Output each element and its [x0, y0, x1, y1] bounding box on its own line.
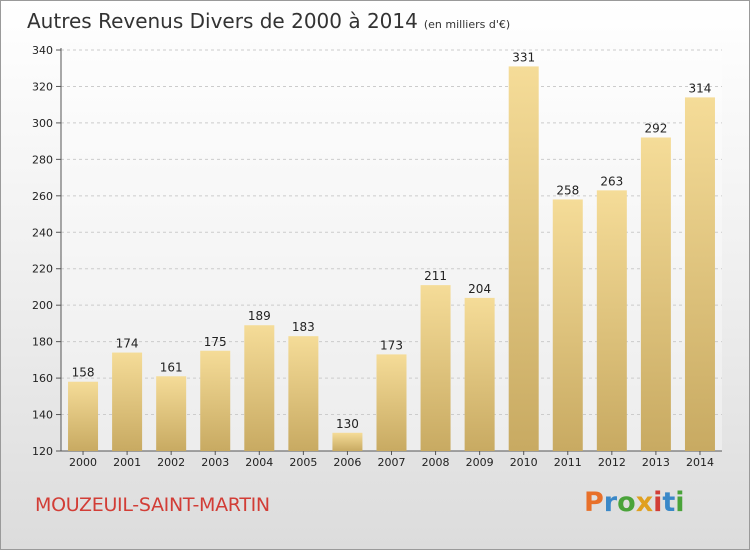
data-label: 161: [160, 360, 183, 374]
logo-letter: o: [617, 487, 636, 518]
y-tick-label: 240: [32, 226, 53, 239]
x-tick-label: 2002: [157, 456, 185, 469]
data-label: 130: [336, 417, 359, 431]
place-name: MOUZEUIL-SAINT-MARTIN: [35, 494, 270, 516]
bar: [640, 137, 671, 451]
bar: [244, 325, 275, 451]
y-tick-label: 220: [32, 263, 53, 276]
x-tick-label: 2010: [510, 456, 538, 469]
chart-title: Autres Revenus Divers de 2000 à 2014: [27, 9, 418, 33]
y-tick-label: 200: [32, 299, 53, 312]
x-tick-label: 2013: [642, 456, 670, 469]
bar: [684, 97, 715, 452]
logo-letter: i: [675, 487, 685, 518]
bar: [596, 190, 627, 451]
bar: [376, 354, 407, 451]
brand-logo: Proxiti: [584, 487, 685, 518]
y-tick-label: 320: [32, 80, 53, 93]
data-label: 189: [248, 309, 271, 323]
data-label: 175: [204, 335, 227, 349]
data-label: 258: [556, 183, 579, 197]
data-label: 173: [380, 338, 403, 352]
x-tick-label: 2007: [378, 456, 406, 469]
bar: [156, 376, 187, 451]
y-tick-label: 140: [32, 409, 53, 422]
data-label: 331: [512, 50, 535, 64]
bar: [332, 432, 363, 451]
bar: [552, 199, 583, 451]
chart-subtitle: (en milliers d'€): [423, 18, 511, 31]
y-tick-label: 340: [32, 44, 53, 57]
bar: [420, 285, 451, 451]
y-tick-label: 260: [32, 190, 53, 203]
data-label: 204: [468, 282, 491, 296]
bar: [464, 297, 495, 451]
title-row: Autres Revenus Divers de 2000 à 2014 (en …: [27, 9, 510, 33]
x-tick-label: 2004: [245, 456, 273, 469]
y-tick-label: 300: [32, 117, 53, 130]
logo-letter: r: [603, 487, 618, 518]
y-tick-label: 180: [32, 336, 53, 349]
bar: [200, 350, 231, 451]
data-label: 158: [72, 366, 95, 380]
bar: [508, 66, 539, 452]
data-label: 174: [116, 337, 139, 351]
bar: [68, 381, 99, 451]
x-tick-label: 2006: [333, 456, 361, 469]
data-label: 263: [600, 174, 623, 188]
data-label: 314: [689, 81, 712, 95]
bar: [288, 336, 319, 451]
y-tick-label: 280: [32, 153, 53, 166]
y-tick-label: 120: [32, 445, 53, 458]
x-tick-label: 2009: [466, 456, 494, 469]
x-tick-label: 2003: [201, 456, 229, 469]
x-tick-label: 2012: [598, 456, 626, 469]
x-tick-label: 2014: [686, 456, 714, 469]
x-tick-label: 2000: [69, 456, 97, 469]
data-label: 292: [644, 121, 667, 135]
x-tick-label: 2001: [113, 456, 141, 469]
logo-letter: t: [662, 487, 676, 518]
logo-letter: x: [635, 487, 654, 518]
data-label: 183: [292, 320, 315, 334]
logo-letter: i: [653, 487, 663, 518]
bar: [112, 352, 143, 451]
x-tick-label: 2005: [289, 456, 317, 469]
x-tick-label: 2011: [554, 456, 582, 469]
y-tick-label: 160: [32, 372, 53, 385]
data-label: 211: [424, 269, 447, 283]
x-tick-label: 2008: [422, 456, 450, 469]
logo-letter: P: [584, 487, 604, 518]
